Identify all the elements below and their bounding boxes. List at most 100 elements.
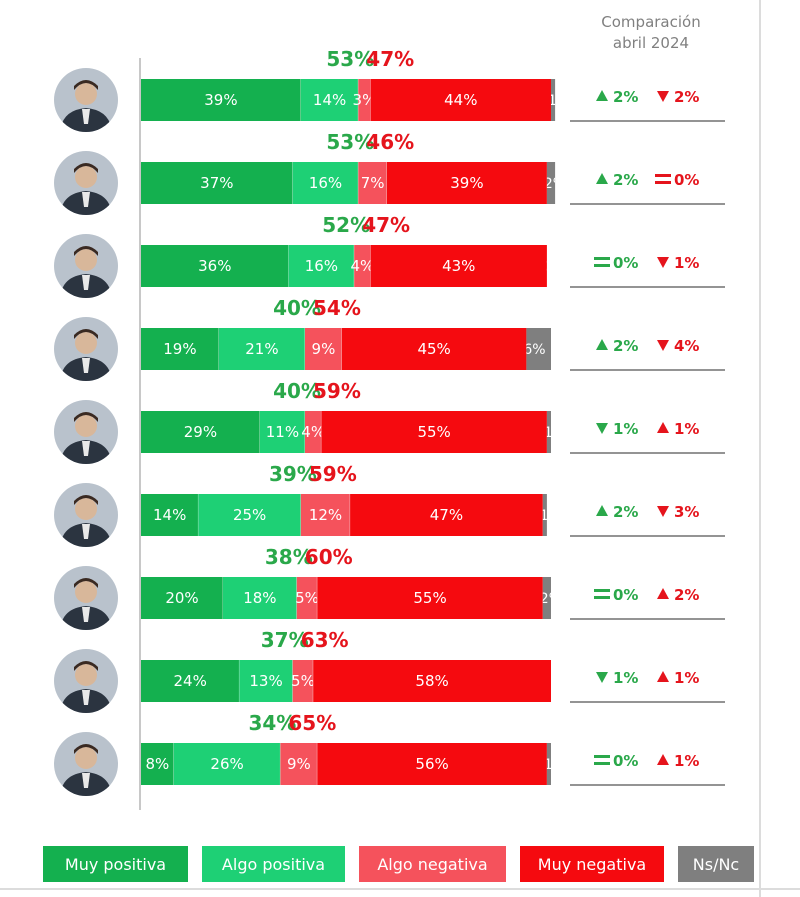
cmp-negative-value: 1% xyxy=(674,669,699,687)
bar-segment-muy-positiva xyxy=(141,245,289,287)
bar-label: 39% xyxy=(204,91,237,109)
cmp-positive-marker xyxy=(596,339,608,350)
chart-row: 36% 16% 4% 43% 0% 52%47% 0% 1% xyxy=(54,213,725,298)
cmp-negative-value: 0% xyxy=(674,171,699,189)
cmp-negative-value: 1% xyxy=(674,420,699,438)
frame-border-bottom xyxy=(0,888,800,890)
cmp-negative-marker xyxy=(657,588,669,599)
bar-segment-ns-nc xyxy=(551,79,556,121)
bar-segment-muy-negativa xyxy=(317,577,543,619)
bar-segment-muy-negativa xyxy=(341,328,527,370)
bar-label: 56% xyxy=(415,755,448,773)
avatar xyxy=(54,151,118,215)
positive-total: 37% xyxy=(261,628,309,652)
negative-total: 59% xyxy=(313,379,361,403)
cmp-negative-value: 2% xyxy=(674,586,699,604)
bar-segment-ns-nc xyxy=(546,411,551,453)
bar-segment-algo-positiva xyxy=(198,494,301,536)
bar-segment-ns-nc xyxy=(542,494,547,536)
negative-total: 65% xyxy=(288,711,336,735)
cmp-positive-marker xyxy=(594,257,610,267)
bar-segment-algo-negativa xyxy=(358,79,371,121)
cmp-negative-marker xyxy=(657,754,669,765)
bar-segment-algo-negativa xyxy=(296,577,318,619)
bar-label: 5% xyxy=(291,672,315,690)
cmp-negative-value: 4% xyxy=(674,337,699,355)
bar-label: 4% xyxy=(351,257,375,275)
cmp-negative-value: 1% xyxy=(674,254,699,272)
bar-label: 36% xyxy=(198,257,231,275)
chart-row: 19% 21% 9% 45% 6% 40%54% 2% 4% xyxy=(54,296,725,381)
bar-label: 45% xyxy=(417,340,450,358)
bar-label: 26% xyxy=(210,755,243,773)
bar-segment-algo-negativa xyxy=(354,245,371,287)
cmp-positive-value: 1% xyxy=(613,669,638,687)
bar-segment-algo-negativa xyxy=(305,411,322,453)
bar-segment-muy-negativa xyxy=(317,743,547,785)
legend-muy-positiva: Muy positiva xyxy=(43,846,188,882)
negative-total: 54% xyxy=(313,296,361,320)
bar-label: 14% xyxy=(313,91,346,109)
negative-total: 63% xyxy=(301,628,349,652)
bar-label: 39% xyxy=(450,174,483,192)
avatar xyxy=(54,400,118,464)
positive-total: 53% xyxy=(326,130,374,154)
chart-row: 8% 26% 9% 56% 1% 34%65% 0% 1% xyxy=(54,711,725,796)
cmp-positive-value: 0% xyxy=(613,586,638,604)
cmp-positive-marker xyxy=(596,505,608,516)
cmp-positive-marker xyxy=(594,755,610,765)
bar-label: 44% xyxy=(444,91,477,109)
avatar xyxy=(54,68,118,132)
bar-label: 4% xyxy=(301,423,325,441)
bar-label: 11% xyxy=(266,423,299,441)
bar-segment-muy-positiva xyxy=(141,411,260,453)
legend-algo-negativa: Algo negativa xyxy=(359,846,506,882)
positive-total: 40% xyxy=(273,379,321,403)
positive-total: 52% xyxy=(322,213,370,237)
comparison-cell: 0% 1% xyxy=(570,254,725,288)
bar-segment-algo-positiva xyxy=(259,411,305,453)
legend-ns-nc: Ns/Nc xyxy=(678,846,754,882)
bar-label: 21% xyxy=(245,340,278,358)
cmp-negative-marker xyxy=(657,257,669,268)
bar-segment-algo-negativa xyxy=(358,162,387,204)
bar-label: 24% xyxy=(174,672,207,690)
bar-label: 0% xyxy=(548,674,570,690)
negative-total: 47% xyxy=(366,47,414,71)
bar-label: 5% xyxy=(295,589,319,607)
bar-segment-algo-positiva xyxy=(292,162,359,204)
comparison-cell: 1% 1% xyxy=(570,669,725,703)
chart-row: 37% 16% 7% 39% 2% 53%46% 2% 0% xyxy=(54,130,725,215)
bar-segment-ns-nc xyxy=(546,743,551,785)
bar-segment-muy-negativa xyxy=(387,162,547,204)
cmp-positive-marker xyxy=(596,90,608,101)
bar-segment-muy-positiva xyxy=(141,660,240,702)
bar-label: 16% xyxy=(309,174,342,192)
bar-label: 2% xyxy=(540,591,562,607)
bar-segment-muy-positiva xyxy=(141,494,199,536)
bar-segment-algo-negativa xyxy=(305,328,342,370)
bar-label: 16% xyxy=(305,257,338,275)
comparison-cell: 2% 2% xyxy=(570,88,725,122)
cmp-positive-value: 2% xyxy=(613,88,638,106)
bar-label: 1% xyxy=(540,508,562,524)
cmp-negative-marker xyxy=(657,671,669,682)
bar-label: 19% xyxy=(163,340,196,358)
bar-label: 8% xyxy=(146,755,170,773)
bar-label: 1% xyxy=(548,93,570,109)
positive-total: 34% xyxy=(248,711,296,735)
avatar xyxy=(54,649,118,713)
chart-row: 39% 14% 3% 44% 1%53%47%2% 2% xyxy=(54,47,725,132)
legend-algo-positiva: Algo positiva xyxy=(202,846,345,882)
bar-segment-muy-positiva xyxy=(141,577,223,619)
negative-total: 60% xyxy=(305,545,353,569)
bar-label: 47% xyxy=(430,506,463,524)
negative-total: 47% xyxy=(362,213,410,237)
avatar xyxy=(54,566,118,630)
cmp-negative-marker xyxy=(657,91,669,102)
bar-segment-muy-negativa xyxy=(350,494,543,536)
positive-total: 53% xyxy=(326,47,374,71)
negative-total: 46% xyxy=(366,130,414,154)
cmp-positive-value: 2% xyxy=(613,337,638,355)
bar-label: 12% xyxy=(309,506,342,524)
